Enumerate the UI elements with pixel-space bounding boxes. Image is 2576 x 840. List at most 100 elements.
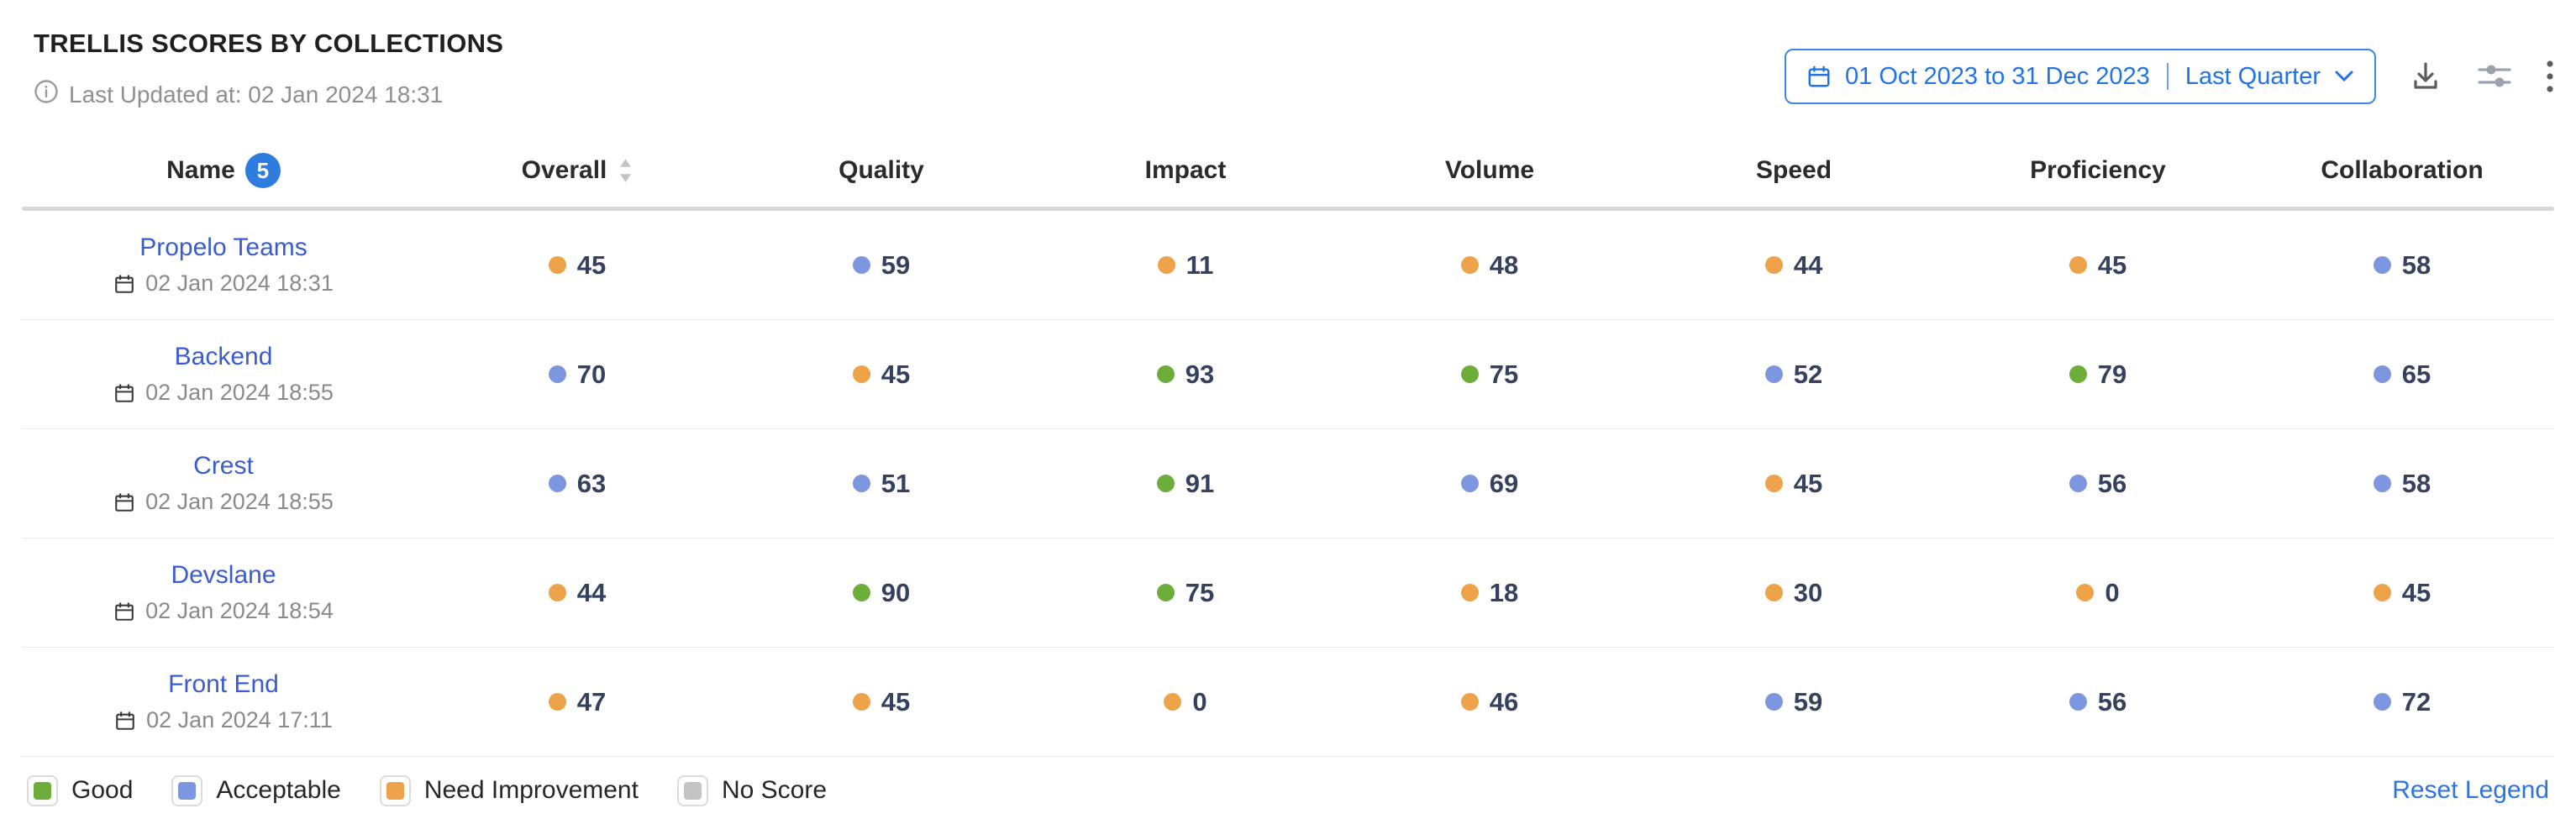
score-status-dot — [548, 475, 566, 492]
column-label: Speed — [1755, 156, 1832, 184]
score-cell-overall: 47 — [425, 687, 729, 717]
collection-link[interactable]: Propelo Teams — [139, 234, 308, 261]
score-value: 0 — [2105, 577, 2120, 607]
kebab-menu-icon — [2547, 60, 2553, 92]
table-row: Crest 02 Jan 2024 18:55 63 51 91 69 45 5… — [22, 429, 2554, 538]
legend-checkbox-need-improvement[interactable] — [379, 774, 411, 806]
legend-item-need-improvement: Need Improvement — [379, 774, 639, 806]
column-label: Impact — [1144, 156, 1227, 184]
legend-swatch — [386, 781, 404, 800]
row-updated-text: 02 Jan 2024 17:11 — [146, 707, 333, 732]
score-status-dot — [1460, 693, 1479, 711]
score-value: 45 — [2097, 249, 2127, 280]
score-value: 65 — [2401, 359, 2431, 389]
score-value: 93 — [1185, 359, 1215, 389]
collection-link[interactable]: Crest — [193, 452, 254, 480]
column-header-name: Name 5 — [22, 153, 425, 188]
score-status-dot — [2373, 475, 2391, 492]
score-cell-proficiency: 79 — [1946, 360, 2250, 390]
score-cell-volume: 69 — [1338, 469, 1642, 499]
score-value: 79 — [2097, 359, 2127, 389]
score-cell-collaboration: 58 — [2250, 469, 2554, 499]
score-status-dot — [1764, 256, 1783, 274]
collection-cell: Backend 02 Jan 2024 18:55 — [22, 343, 425, 406]
legend-label: Acceptable — [216, 776, 341, 804]
collection-link[interactable]: Front End — [168, 670, 279, 698]
score-status-dot — [2373, 365, 2391, 383]
table-row: Propelo Teams 02 Jan 2024 18:31 45 59 11… — [22, 211, 2554, 320]
calendar-icon — [115, 383, 134, 402]
legend-label: Need Improvement — [423, 776, 639, 804]
score-value: 30 — [1793, 577, 1823, 607]
score-status-dot — [852, 256, 870, 274]
column-header-overall[interactable]: Overall — [425, 156, 729, 185]
row-updated-text: 02 Jan 2024 18:55 — [145, 489, 334, 514]
score-status-dot — [1460, 365, 1479, 383]
score-status-dot — [852, 365, 870, 383]
score-value: 56 — [2097, 686, 2127, 717]
score-cell-quality: 45 — [729, 360, 1033, 390]
score-status-dot — [1460, 584, 1479, 601]
score-status-dot — [852, 584, 870, 601]
score-cell-collaboration: 72 — [2250, 687, 2554, 717]
collection-link[interactable]: Devslane — [171, 561, 276, 589]
score-value: 75 — [1185, 577, 1215, 607]
legend-item-acceptable: Acceptable — [171, 774, 341, 806]
score-value: 63 — [576, 468, 607, 498]
score-cell-impact: 93 — [1033, 360, 1338, 390]
score-cell-quality: 90 — [729, 578, 1033, 608]
score-cell-proficiency: 0 — [1946, 578, 2250, 608]
filter-settings-button[interactable] — [2475, 59, 2514, 94]
score-value: 47 — [576, 686, 607, 717]
date-range-text: 01 Oct 2023 to 31 Dec 2023 — [1845, 62, 2150, 90]
title-block: TRELLIS SCORES BY COLLECTIONS Last Updat… — [34, 29, 503, 110]
score-cell-impact: 11 — [1033, 250, 1338, 281]
legend-checkbox-acceptable[interactable] — [171, 774, 203, 806]
download-icon — [2414, 62, 2437, 89]
score-status-dot — [852, 475, 870, 492]
score-cell-impact: 91 — [1033, 469, 1338, 499]
info-icon[interactable] — [34, 79, 59, 110]
collection-link[interactable]: Backend — [174, 343, 273, 370]
sort-icon[interactable] — [618, 157, 633, 184]
score-value: 45 — [576, 249, 607, 280]
score-cell-overall: 63 — [425, 469, 729, 499]
score-cell-impact: 75 — [1033, 578, 1338, 608]
score-value: 91 — [1185, 468, 1215, 498]
legend-swatch — [34, 781, 51, 800]
score-status-dot — [1156, 475, 1175, 492]
date-range-picker[interactable]: 01 Oct 2023 to 31 Dec 2023 Last Quarter — [1785, 49, 2376, 104]
score-cell-speed: 45 — [1642, 469, 1946, 499]
table-row: Front End 02 Jan 2024 17:11 47 45 0 46 5… — [22, 648, 2554, 757]
reset-legend-link[interactable]: Reset Legend — [2392, 776, 2549, 804]
legend-checkbox-no-score[interactable] — [676, 774, 708, 806]
legend-checkbox-good[interactable] — [27, 774, 58, 806]
score-status-dot — [2076, 584, 2095, 601]
score-cell-volume: 48 — [1338, 250, 1642, 281]
widget-title: TRELLIS SCORES BY COLLECTIONS — [34, 29, 504, 58]
row-updated: 02 Jan 2024 18:55 — [113, 380, 334, 406]
legend-bar: Good Acceptable Need Improvement No Scor… — [22, 757, 2554, 824]
score-cell-quality: 45 — [729, 687, 1033, 717]
last-updated-text: Last Updated at: 02 Jan 2024 18:31 — [69, 81, 444, 108]
more-options-button[interactable] — [2546, 58, 2554, 95]
score-cell-speed: 44 — [1642, 250, 1946, 281]
score-status-dot — [1764, 693, 1783, 711]
score-cell-collaboration: 65 — [2250, 360, 2554, 390]
score-value: 72 — [2401, 686, 2431, 717]
score-value: 58 — [2401, 468, 2431, 498]
legend-label: No Score — [721, 776, 828, 804]
score-status-dot — [2069, 256, 2087, 274]
score-status-dot — [1156, 365, 1175, 383]
collection-cell: Propelo Teams 02 Jan 2024 18:31 — [22, 234, 425, 297]
column-header-quality: Quality — [729, 156, 1033, 185]
score-status-dot — [1764, 584, 1783, 601]
score-cell-proficiency: 56 — [1946, 469, 2250, 499]
download-button[interactable] — [2408, 59, 2443, 94]
score-status-dot — [2069, 475, 2087, 492]
column-header-volume: Volume — [1338, 156, 1642, 185]
score-value: 45 — [881, 686, 911, 717]
legend-swatch — [683, 781, 702, 800]
score-value: 11 — [1185, 249, 1214, 280]
